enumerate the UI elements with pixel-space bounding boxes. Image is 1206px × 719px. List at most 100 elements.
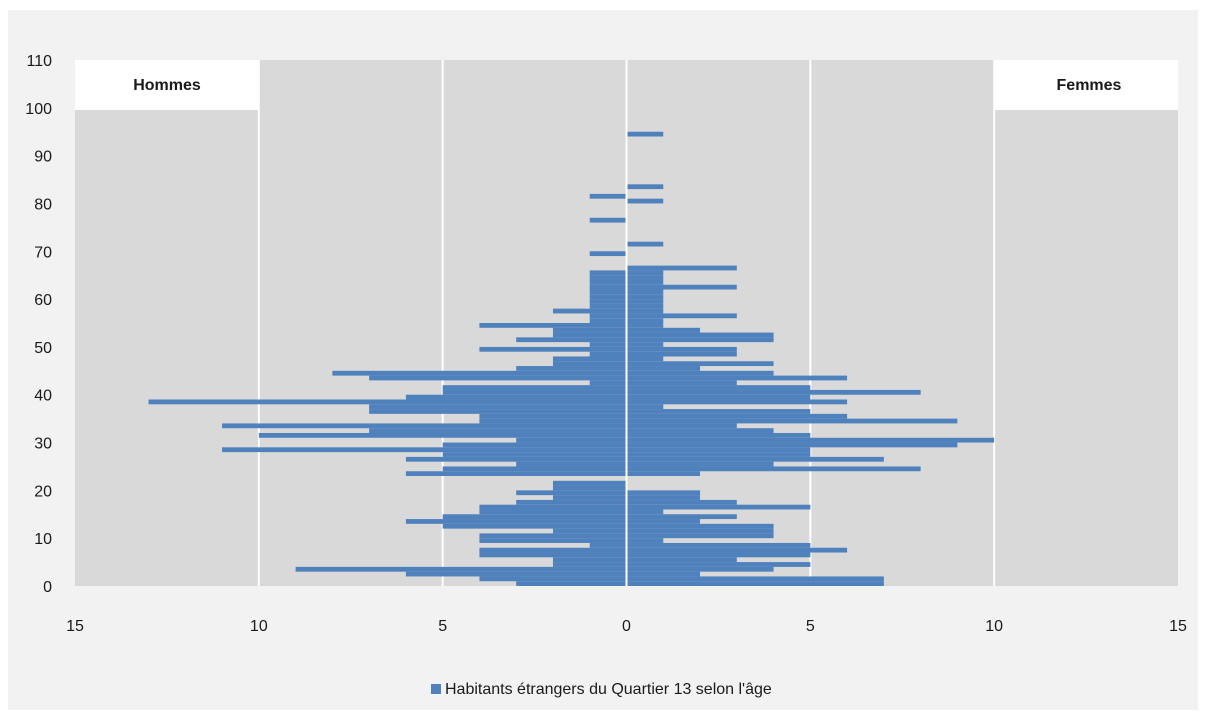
y-tick-label: 30 — [34, 436, 52, 453]
y-tick-label: 70 — [34, 244, 52, 261]
bar-left-age-30 — [516, 437, 626, 443]
bar-right-age-18 — [627, 495, 701, 500]
bar-right-age-49 — [627, 346, 737, 352]
bar-left-age-7 — [479, 547, 626, 553]
bar-right-age-35 — [627, 413, 848, 419]
bar-left-age-10 — [479, 533, 626, 539]
bar-left-age-36 — [369, 409, 626, 414]
bar-left-age-29 — [442, 442, 626, 448]
bar-left-age-57 — [552, 308, 626, 314]
bar-right-age-8 — [627, 542, 811, 548]
bar-right-age-1 — [627, 576, 884, 582]
bar-left-age-45 — [516, 366, 626, 371]
bar-left-age-56 — [589, 313, 626, 319]
bars-group — [148, 131, 995, 586]
bar-left-age-62 — [589, 284, 626, 290]
bar-right-age-83 — [627, 184, 664, 190]
bar-right-age-56 — [627, 313, 737, 319]
bar-left-age-24 — [442, 466, 626, 472]
y-tick-label: 110 — [26, 53, 52, 70]
bar-left-age-20 — [552, 485, 626, 491]
x-tick-label: 5 — [806, 618, 815, 635]
bar-right-age-33 — [627, 423, 737, 429]
bar-left-age-26 — [405, 456, 626, 462]
bar-left-age-13 — [405, 519, 626, 524]
bar-left-age-59 — [589, 299, 626, 304]
bar-right-age-80 — [627, 198, 664, 204]
bar-left-age-63 — [589, 279, 626, 285]
chart-frame: Hommes Femmes 0 10 20 30 40 50 60 70 80 90 100 110 … — [8, 10, 1198, 710]
bar-right-age-59 — [627, 299, 664, 304]
bar-left-age-1 — [479, 576, 626, 582]
bar-left-age-48 — [589, 351, 626, 357]
bar-left-age-15 — [479, 509, 626, 515]
bar-right-age-39 — [627, 394, 811, 400]
bar-right-age-3 — [627, 566, 774, 572]
bar-right-age-52 — [627, 332, 774, 338]
y-axis-ticks: 0 10 20 30 40 50 60 70 80 90 100 110 — [25, 53, 52, 596]
bar-right-age-15 — [627, 509, 664, 515]
y-tick-label: 80 — [34, 196, 52, 213]
label-femmes: Femmes — [1057, 77, 1122, 94]
bar-left-age-64 — [589, 275, 626, 280]
bar-right-age-16 — [627, 504, 811, 510]
bar-left-age-28 — [222, 447, 626, 453]
bar-left-age-25 — [516, 461, 626, 467]
bar-right-age-19 — [627, 490, 701, 496]
bar-left-age-18 — [552, 495, 626, 500]
bar-right-age-7 — [627, 547, 848, 553]
bar-left-age-69 — [589, 251, 626, 257]
bar-right-age-27 — [627, 452, 811, 457]
bar-left-age-14 — [442, 514, 626, 520]
legend-swatch — [431, 684, 441, 694]
y-tick-label: 0 — [43, 579, 52, 596]
bar-right-age-6 — [627, 552, 811, 558]
bar-left-age-21 — [552, 480, 626, 486]
bar-left-age-50 — [589, 342, 626, 347]
bar-left-age-9 — [479, 538, 626, 543]
y-tick-label: 40 — [34, 388, 52, 405]
bar-right-age-50 — [627, 342, 664, 347]
x-tick-label: 10 — [985, 618, 1003, 635]
bar-right-age-11 — [627, 528, 774, 534]
bar-right-age-13 — [627, 519, 701, 524]
bar-right-age-51 — [627, 337, 774, 343]
bar-left-age-43 — [369, 375, 626, 381]
bar-right-age-24 — [627, 466, 921, 472]
bar-right-age-46 — [627, 361, 774, 367]
bar-left-age-51 — [516, 337, 626, 343]
bar-left-age-38 — [148, 399, 626, 405]
bar-right-age-54 — [627, 323, 664, 328]
legend-label: Habitants étrangers du Quartier 13 selon… — [445, 681, 772, 698]
bar-right-age-36 — [627, 409, 811, 414]
bar-right-age-4 — [627, 562, 811, 567]
bar-left-age-44 — [332, 370, 626, 376]
label-hommes: Hommes — [133, 77, 201, 94]
y-tick-label: 50 — [34, 340, 52, 357]
bar-right-age-0 — [627, 581, 884, 586]
bar-right-age-12 — [627, 523, 774, 529]
bar-left-age-53 — [552, 327, 626, 333]
x-tick-label: 5 — [438, 618, 447, 635]
bar-left-age-11 — [552, 528, 626, 534]
bar-left-age-6 — [479, 552, 626, 558]
label-box-left — [75, 60, 259, 110]
population-pyramid-chart: Hommes Femmes 0102030405060708090100110 … — [25, 53, 1187, 698]
bar-right-age-2 — [627, 571, 701, 577]
y-tick-label: 100 — [25, 101, 52, 118]
x-tick-label: 10 — [250, 618, 268, 635]
bar-right-age-37 — [627, 404, 664, 410]
y-tick-label: 10 — [34, 531, 52, 548]
bar-left-age-35 — [479, 413, 626, 419]
bar-right-age-38 — [627, 399, 848, 405]
bar-left-age-16 — [479, 504, 626, 510]
bar-left-age-32 — [369, 428, 626, 433]
bar-left-age-58 — [589, 303, 626, 309]
x-tick-label: 15 — [66, 618, 84, 635]
bar-right-age-55 — [627, 318, 664, 323]
bar-right-age-40 — [627, 389, 921, 395]
label-box-right — [994, 60, 1178, 110]
bar-left-age-5 — [552, 557, 626, 563]
bar-left-age-0 — [516, 581, 626, 586]
bar-left-age-76 — [589, 217, 626, 223]
